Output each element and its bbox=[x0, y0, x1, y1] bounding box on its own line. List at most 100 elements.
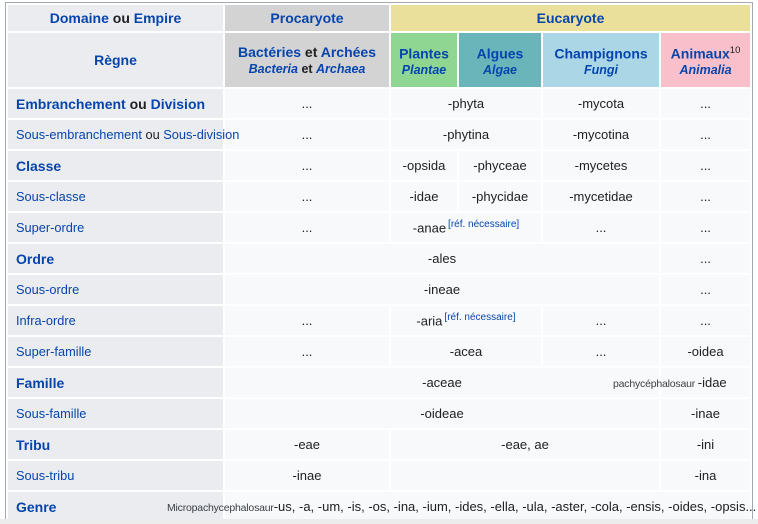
bacteries-link[interactable]: Bactéries bbox=[237, 43, 302, 60]
suffix-cell-sous-classe-4: ... bbox=[661, 182, 751, 211]
table-row-sous-famille: Sous-famille -oideae -inae bbox=[8, 399, 751, 428]
suffix-cell-sous-tribu-2: -ina bbox=[661, 461, 751, 490]
suffix-cell-sous-famille-0: -oideae bbox=[225, 399, 659, 428]
rank-link-ordre[interactable]: Ordre bbox=[16, 250, 55, 267]
suffix-cell-embranchement-2: -mycota bbox=[543, 89, 659, 118]
suffix-cell-sous-tribu-1 bbox=[391, 461, 659, 490]
suffix-cell-sous-famille-1: -inae bbox=[661, 399, 751, 428]
suffix-cell-ordre-1: ... bbox=[661, 244, 751, 273]
rank-link-famille[interactable]: Famille bbox=[16, 374, 65, 391]
row-label-ordre: Ordre bbox=[8, 244, 223, 273]
table-row-super-famille: Super-famille... -acea... -oidea bbox=[8, 337, 751, 366]
rank-link-sous-ordre[interactable]: Sous-ordre bbox=[16, 282, 80, 297]
suffix-cell-sous-ordre-1: ... bbox=[661, 275, 751, 304]
rank-link-classe[interactable]: Classe bbox=[16, 157, 62, 174]
ref-needed-link[interactable]: [réf. nécessaire] bbox=[444, 312, 516, 324]
header-row-domain: Domaine ou Empire Procaryote Eucaryote bbox=[8, 5, 751, 31]
table-body: Embranchement ou Division... -phyta -mycot… bbox=[8, 89, 756, 521]
suffix-cell-classe-3: -mycetes bbox=[543, 151, 659, 180]
suffix-text: -mycota bbox=[577, 96, 625, 111]
taxonomy-suffix-table: Domaine ou Empire Procaryote Eucaryote R… bbox=[5, 2, 756, 524]
genus-example-text: Micropachycephalosaur bbox=[167, 502, 274, 514]
header-row-kingdoms: Règne Bactéries et Archées Bacteria et A… bbox=[8, 33, 751, 87]
eucaryote-link[interactable]: Eucaryote bbox=[536, 10, 605, 26]
rank-link-infra-ordre[interactable]: Infra-ordre bbox=[16, 313, 76, 328]
separator-text: ou bbox=[141, 127, 164, 142]
archaea-link[interactable]: Archaea bbox=[316, 61, 366, 76]
rank-link-embranchement[interactable]: Embranchement bbox=[16, 95, 126, 112]
suffix-text: ... bbox=[700, 251, 711, 266]
note-10-ref[interactable]: 10 bbox=[729, 44, 741, 56]
rank-link-super-famille[interactable]: Super-famille bbox=[16, 344, 92, 359]
animalia-link[interactable]: Animalia bbox=[679, 63, 732, 78]
animaux-link[interactable]: Animaux bbox=[670, 45, 730, 62]
row-label-famille: Famille bbox=[8, 368, 223, 397]
algues-link[interactable]: Algues bbox=[476, 45, 524, 62]
ref-needed-link[interactable]: [réf. nécessaire] bbox=[448, 219, 520, 231]
suffix-text: ... bbox=[301, 96, 313, 111]
rank-link-sous-famille[interactable]: Sous-famille bbox=[16, 406, 87, 421]
suffix-text: ... bbox=[700, 158, 711, 173]
suffix-text: -idae bbox=[409, 189, 439, 204]
suffix-text: -mycotina bbox=[572, 127, 630, 142]
suffix-text: -anae bbox=[412, 220, 447, 236]
suffix-text: -eae bbox=[293, 437, 321, 452]
rank-link-tribu[interactable]: Tribu bbox=[16, 436, 51, 453]
horizontal-scrollbar[interactable] bbox=[0, 519, 758, 524]
suffix-cell-super-famille-3: -oidea bbox=[661, 337, 751, 366]
champignons-link[interactable]: Champignons bbox=[554, 45, 648, 62]
row-label-super-ordre: Super-ordre bbox=[8, 213, 223, 242]
suffix-text: -ina bbox=[694, 468, 717, 483]
suffix-text: ... bbox=[700, 96, 711, 111]
table-row-sous-tribu: Sous-tribu -inae -ina bbox=[8, 461, 751, 490]
rank-link-sous-classe[interactable]: Sous-classe bbox=[16, 189, 86, 204]
suffix-cell-sous-embranchement-2: -mycotina bbox=[543, 120, 659, 149]
row-label-infra-ordre: Infra-ordre bbox=[8, 306, 223, 335]
suffix-text: ... bbox=[700, 127, 711, 142]
suffix-cell-classe-1: -opsida bbox=[391, 151, 457, 180]
domaine-link[interactable]: Domaine bbox=[49, 10, 109, 26]
plantes-link[interactable]: Plantes bbox=[399, 45, 449, 62]
suffix-text: ... bbox=[700, 282, 711, 297]
suffix-cell-infra-ordre-2: ... bbox=[543, 306, 659, 335]
rank-link-sous-tribu[interactable]: Sous-tribu bbox=[16, 468, 75, 483]
et-separator: et bbox=[301, 43, 321, 60]
bacteries-archees-line: Bactéries et Archées bbox=[227, 44, 387, 61]
suffix-text: ... bbox=[301, 313, 313, 328]
table-row-sous-ordre: Sous-ordre -ineae... bbox=[8, 275, 751, 304]
rank-link-sous-embranchement[interactable]: Sous-embranchement bbox=[16, 127, 142, 142]
suffix-cell-sous-classe-2: -phycidae bbox=[459, 182, 541, 211]
rank-link-embranchement[interactable]: Division bbox=[150, 95, 206, 112]
header-plantes: Plantes Plantae bbox=[391, 33, 457, 87]
suffix-cell-tribu-0: -eae bbox=[225, 430, 389, 459]
bacteria-link[interactable]: Bacteria bbox=[248, 61, 298, 76]
suffix-cell-super-ordre-3: ... bbox=[661, 213, 751, 242]
algae-link[interactable]: Algae bbox=[482, 63, 518, 78]
suffix-text: -inae bbox=[292, 468, 322, 483]
plantae-link[interactable]: Plantae bbox=[401, 63, 447, 78]
rank-link-sous-embranchement[interactable]: Sous-division bbox=[163, 127, 240, 142]
suffix-text: ... bbox=[595, 313, 607, 328]
suffix-text: -phycidae bbox=[471, 189, 529, 204]
row-label-sous-embranchement: Sous-embranchement ou Sous-division bbox=[8, 120, 239, 149]
suffix-cell-infra-ordre-1: -aria [réf. nécessaire] bbox=[391, 306, 541, 335]
empire-link[interactable]: Empire bbox=[133, 10, 182, 26]
suffix-cell-embranchement-0: ... bbox=[225, 89, 389, 118]
bacteria-archaea-line: Bacteria et Archaea bbox=[227, 61, 387, 77]
suffix-text: -inae bbox=[691, 406, 720, 421]
suffix-text: -phyta bbox=[447, 96, 485, 111]
suffix-text: ... bbox=[301, 189, 313, 204]
rank-link-genre[interactable]: Genre bbox=[16, 498, 57, 515]
suffix-text: -oideae bbox=[420, 406, 464, 421]
header-animaux: Animaux10 Animalia bbox=[661, 33, 751, 87]
regne-link[interactable]: Règne bbox=[94, 52, 137, 68]
genus-example-text: pachycéphalosaur bbox=[613, 378, 698, 390]
procaryote-link[interactable]: Procaryote bbox=[270, 10, 344, 26]
suffix-text: ... bbox=[595, 220, 607, 235]
suffix-text: -phytina bbox=[442, 127, 490, 142]
suffix-text: -ineae bbox=[423, 282, 461, 297]
suffix-cell-super-ordre-0: ... bbox=[225, 213, 389, 242]
fungi-link[interactable]: Fungi bbox=[583, 63, 618, 78]
rank-link-super-ordre[interactable]: Super-ordre bbox=[16, 220, 85, 235]
archees-link[interactable]: Archées bbox=[320, 43, 377, 60]
